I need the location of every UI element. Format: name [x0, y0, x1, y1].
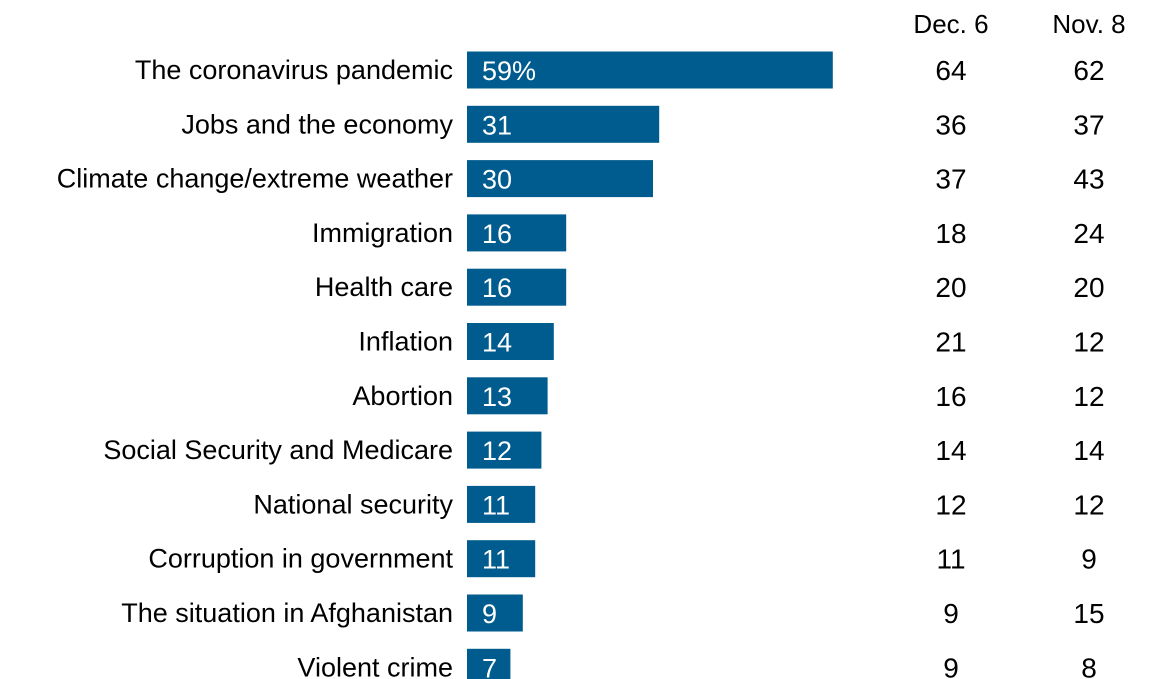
- bar-row: The coronavirus pandemic 59% 64 62: [135, 51, 1105, 89]
- comparison-value: 9: [943, 652, 959, 679]
- bar: [467, 51, 833, 89]
- comparison-value: 18: [935, 218, 966, 249]
- bar-row: The situation in Afghanistan 9 9 15: [121, 594, 1105, 632]
- bar-value-label: 14: [482, 328, 512, 358]
- comparison-value: 12: [1073, 327, 1104, 358]
- bar-row: Social Security and Medicare 12 14 14: [103, 431, 1105, 469]
- comparison-value: 20: [935, 272, 966, 303]
- category-label: Immigration: [312, 218, 453, 248]
- category-label: Violent crime: [297, 652, 453, 679]
- bar: [467, 377, 548, 415]
- column-header: Nov. 8: [1052, 9, 1125, 39]
- bar-value-label: 7: [482, 653, 497, 679]
- comparison-value: 12: [935, 489, 966, 520]
- comparison-value: 15: [1073, 598, 1104, 629]
- bar-row: Jobs and the economy 31 36 37: [181, 105, 1105, 143]
- bar-row: Immigration 16 18 24: [312, 214, 1105, 252]
- bar-value-label: 11: [482, 490, 510, 520]
- category-label: Jobs and the economy: [181, 109, 453, 139]
- category-label: The coronavirus pandemic: [135, 55, 453, 85]
- category-label: Abortion: [352, 381, 453, 411]
- chart-rows: The coronavirus pandemic 59% 64 62 Jobs and …: [57, 51, 1105, 679]
- comparison-value: 14: [1073, 435, 1104, 466]
- comparison-value: 21: [935, 327, 966, 358]
- bar-value-label: 11: [482, 545, 510, 575]
- bar-value-label: 9: [482, 599, 497, 629]
- bar: [467, 268, 567, 306]
- comparison-value: 20: [1073, 272, 1104, 303]
- category-label: Climate change/extreme weather: [57, 164, 453, 194]
- category-label: Corruption in government: [148, 544, 453, 574]
- bar-value-label: 13: [482, 382, 512, 412]
- column-header: Dec. 6: [913, 9, 988, 39]
- bar: [467, 323, 554, 360]
- bar-value-label: 30: [482, 165, 512, 195]
- category-label: National security: [253, 489, 453, 519]
- bar-value-label: 59%: [482, 56, 536, 86]
- comparison-value: 9: [1081, 544, 1097, 575]
- bar: [467, 594, 523, 632]
- bar: [467, 160, 653, 198]
- comparison-value: 12: [1073, 489, 1104, 520]
- bar-row: Abortion 13 16 12: [352, 377, 1105, 415]
- bar: [467, 540, 536, 578]
- comparison-value: 62: [1073, 55, 1104, 86]
- comparison-value: 43: [1073, 164, 1104, 195]
- bar-value-label: 16: [482, 219, 512, 249]
- comparison-value: 37: [1073, 109, 1104, 140]
- bar: [467, 214, 567, 252]
- category-label: The situation in Afghanistan: [121, 598, 453, 628]
- bar-row: Corruption in government 11 11 9: [148, 540, 1097, 578]
- comparison-value: 16: [935, 381, 966, 412]
- bar-row: Inflation 14 21 12: [358, 323, 1105, 360]
- comparison-value: 64: [935, 55, 966, 86]
- bar: [467, 431, 542, 469]
- comparison-column-headers: Dec. 6 Nov. 8: [913, 9, 1125, 39]
- bar-row: Health care 16 20 20: [315, 268, 1105, 306]
- comparison-value: 24: [1073, 218, 1104, 249]
- bar-value-label: 31: [482, 110, 512, 140]
- comparison-value: 36: [935, 109, 966, 140]
- category-label: Health care: [315, 272, 453, 302]
- bar: [467, 485, 536, 523]
- comparison-value: 14: [935, 435, 966, 466]
- category-label: Social Security and Medicare: [103, 435, 453, 465]
- bar: [467, 105, 660, 143]
- comparison-value: 8: [1081, 652, 1097, 679]
- comparison-value: 12: [1073, 381, 1104, 412]
- bar: [467, 648, 511, 679]
- comparison-value: 9: [943, 598, 959, 629]
- bar-value-label: 16: [482, 273, 512, 303]
- bar-value-label: 12: [482, 436, 512, 466]
- bar-row: Violent crime 7 9 8: [297, 648, 1097, 679]
- comparison-value: 11: [936, 544, 965, 575]
- bar-row: National security 11 12 12: [253, 485, 1105, 523]
- bar-row: Climate change/extreme weather 30 37 43: [57, 160, 1105, 198]
- comparison-value: 37: [935, 164, 966, 195]
- category-label: Inflation: [358, 327, 453, 357]
